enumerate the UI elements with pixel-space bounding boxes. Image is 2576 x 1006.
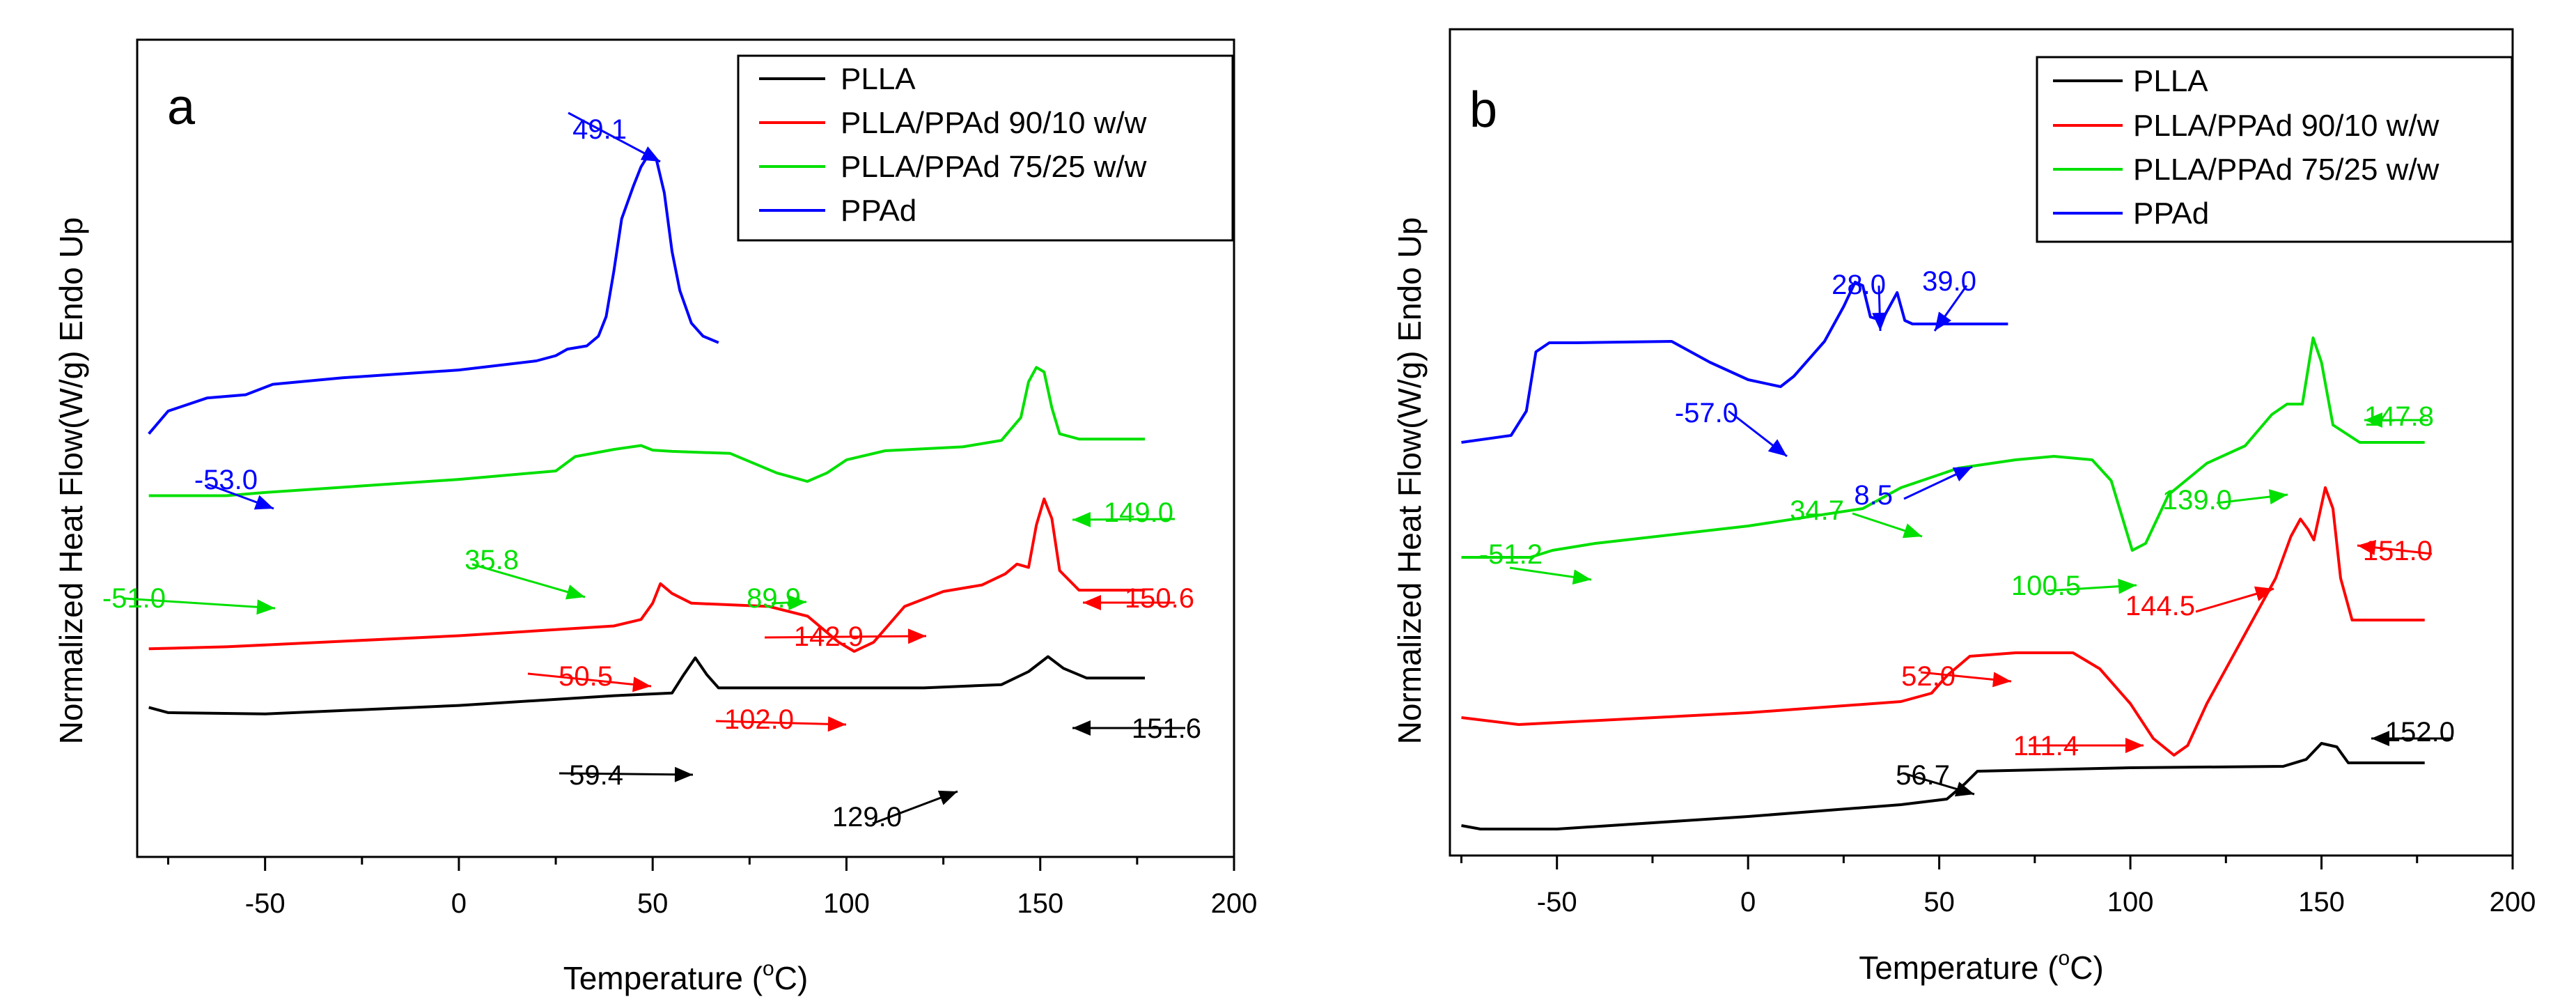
x-tick-label: 100 bbox=[2107, 887, 2154, 918]
panel-label: a bbox=[167, 79, 196, 135]
annotation-label: 50.5 bbox=[559, 661, 613, 692]
series-line-plla bbox=[1461, 742, 2425, 830]
legend-entry: PLLA bbox=[841, 62, 916, 96]
annotation-label: 52.0 bbox=[1901, 661, 1956, 692]
x-axis-label-unit: C) bbox=[774, 960, 809, 996]
annotation-arrow-line bbox=[715, 720, 847, 726]
series-line-plla-ppad-90-10-w-w bbox=[148, 497, 1145, 653]
annotation-arrow-head bbox=[1072, 720, 1091, 736]
x-tick-label: 150 bbox=[1017, 888, 1063, 919]
x-axis-label-unit: C) bbox=[2070, 950, 2104, 986]
x-axis-label: Temperature (oC) bbox=[563, 957, 809, 996]
annotation-label: 152.0 bbox=[2385, 717, 2455, 748]
annotation-arrow-head bbox=[937, 790, 958, 805]
series-line-plla-ppad-90-10-w-w bbox=[1461, 486, 2425, 757]
annotation-arrow-head bbox=[1954, 782, 1974, 797]
annotation-arrow-head bbox=[2125, 738, 2144, 753]
x-axis-label-degree: o bbox=[763, 957, 774, 980]
annotation-arrow-head bbox=[1872, 312, 1888, 331]
legend-entry: PLLA/PPAd 75/25 w/w bbox=[2133, 153, 2440, 187]
x-tick-label: 150 bbox=[2298, 887, 2345, 918]
x-tick-label: -50 bbox=[1537, 887, 1577, 918]
annotation-label: -51.2 bbox=[1479, 539, 1543, 570]
annotation-label: 39.0 bbox=[1922, 266, 1976, 297]
x-tick-label: 0 bbox=[451, 888, 467, 919]
series-line-ppad bbox=[148, 152, 719, 435]
legend-entry: PLLA/PPAd 90/10 w/w bbox=[2133, 109, 2440, 143]
series-line-plla bbox=[148, 655, 1145, 715]
series-line-plla-ppad-75-25-w-w bbox=[1461, 336, 2425, 559]
annotation-label: 56.7 bbox=[1896, 760, 1950, 791]
x-tick-label: 50 bbox=[637, 888, 669, 919]
legend-entry: PPAd bbox=[2133, 196, 2209, 231]
annotation-arrow-line bbox=[527, 672, 652, 688]
x-axis-label-degree: o bbox=[2059, 947, 2070, 970]
annotation-label: 28.0 bbox=[1832, 270, 1886, 300]
annotation-arrow-head bbox=[253, 495, 274, 510]
panel-label: b bbox=[1469, 82, 1497, 138]
annotation-arrow-head bbox=[1767, 439, 1787, 456]
x-tick-label: 50 bbox=[1923, 887, 1955, 918]
annotation-arrow-head bbox=[256, 599, 275, 615]
annotation-arrow-head bbox=[1083, 595, 1101, 610]
series-line-plla-ppad-75-25-w-w bbox=[148, 366, 1145, 497]
annotation-arrow-head bbox=[565, 585, 585, 600]
annotation-arrow-head bbox=[907, 628, 926, 644]
annotation-label: -57.0 bbox=[1675, 398, 1738, 428]
x-axis-label: Temperature (oC) bbox=[1859, 947, 2104, 986]
annotation-arrow-head bbox=[2118, 578, 2137, 594]
plot-frame bbox=[136, 38, 1235, 858]
annotation-label: 8.5 bbox=[1854, 480, 1893, 511]
annotation-arrow-head bbox=[2357, 539, 2377, 555]
x-tick-label: -50 bbox=[245, 888, 286, 919]
x-tick-label: 0 bbox=[1740, 887, 1756, 918]
annotation-arrow-head bbox=[827, 716, 846, 732]
annotation-arrow-line bbox=[123, 597, 276, 610]
legend-entry: PLLA/PPAd 75/25 w/w bbox=[841, 150, 1147, 184]
annotation-label: 150.6 bbox=[1125, 583, 1194, 614]
annotation-arrow-line bbox=[559, 772, 694, 776]
annotation-arrow-head bbox=[2268, 489, 2288, 504]
annotation-label: 34.7 bbox=[1790, 495, 1844, 526]
annotation-label: 100.5 bbox=[2011, 571, 2081, 601]
legend-entry: PLLA/PPAd 90/10 w/w bbox=[841, 106, 1147, 140]
annotation-arrow-line bbox=[471, 563, 586, 598]
x-tick-label: 200 bbox=[1211, 888, 1258, 919]
annotation-arrow-line bbox=[764, 635, 927, 639]
annotation-arrow-head bbox=[1935, 311, 1951, 331]
annotation-arrow-head bbox=[2254, 586, 2274, 601]
x-tick-label: 200 bbox=[2490, 887, 2536, 918]
panel-a: -5005010015020049.1-53.0149.035.8-51.089… bbox=[53, 38, 1258, 996]
annotation-label: 144.5 bbox=[2125, 591, 2195, 621]
plot-frame bbox=[1449, 28, 2514, 857]
legend-entry: PPAd bbox=[841, 194, 916, 228]
x-tick-label: 100 bbox=[823, 888, 870, 919]
legend-entry: PLLA bbox=[2133, 64, 2208, 98]
annotation-arrow-head bbox=[2364, 412, 2382, 428]
annotation-arrow-head bbox=[1952, 467, 1972, 482]
annotation-arrow-head bbox=[674, 766, 693, 782]
x-axis-label-text: Temperature ( bbox=[563, 960, 763, 996]
series-line-ppad bbox=[1461, 281, 2008, 444]
y-axis-label: Normalized Heat Flow(W/g) Endo Up bbox=[1391, 217, 1428, 745]
x-axis-label-text: Temperature ( bbox=[1859, 950, 2059, 986]
annotation-arrow-head bbox=[640, 146, 660, 162]
panel-b: -50 0 50 100 150 200 -57.0 28.0 39.0 8.5 34.7 139.0… bbox=[1391, 28, 2536, 986]
annotation-arrow-head bbox=[1902, 523, 1922, 539]
annotation-label: 102.0 bbox=[724, 704, 794, 735]
annotation-label: 139.0 bbox=[2162, 485, 2232, 516]
annotation-label: 149.0 bbox=[1104, 497, 1173, 528]
annotation-arrow-head bbox=[632, 676, 651, 692]
annotation-arrow-head bbox=[788, 595, 806, 611]
y-axis-label: Normalized Heat Flow(W/g) Endo Up bbox=[53, 217, 89, 745]
legend-box bbox=[737, 54, 1234, 242]
annotation-arrow-head bbox=[1072, 511, 1091, 527]
annotation-label: 59.4 bbox=[569, 760, 623, 791]
annotation-arrow-head bbox=[2371, 731, 2389, 746]
annotation-arrow-head bbox=[1572, 569, 1591, 585]
annotation-arrow-head bbox=[1992, 672, 2011, 688]
legend-box bbox=[2036, 56, 2513, 243]
